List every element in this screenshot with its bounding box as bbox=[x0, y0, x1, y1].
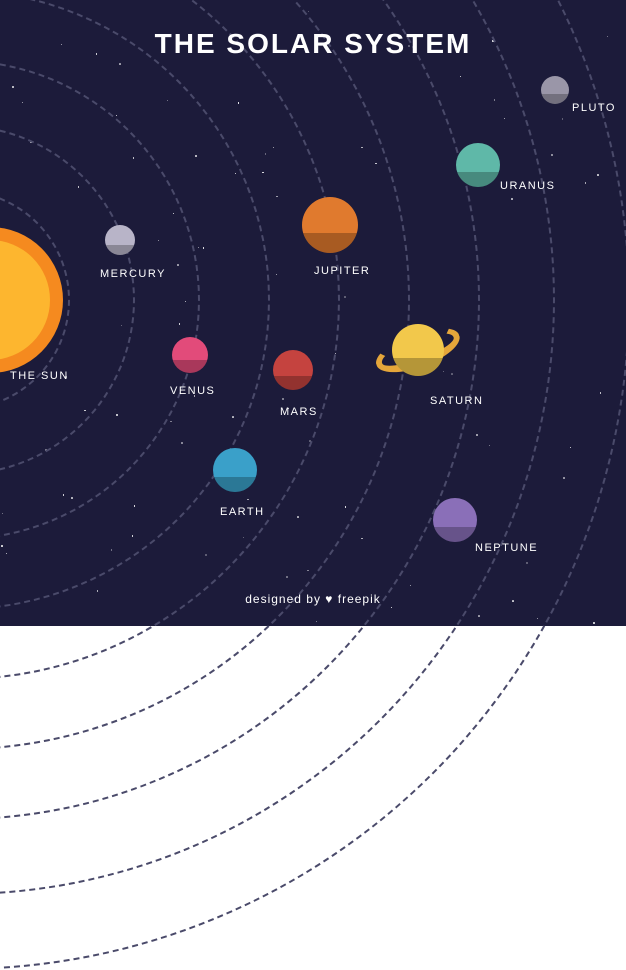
solar-system-canvas: THE SOLAR SYSTEM designed by ♥ freepik T… bbox=[0, 0, 626, 626]
planet-earth bbox=[213, 448, 257, 492]
planet-neptune bbox=[433, 498, 477, 542]
diagram-title: THE SOLAR SYSTEM bbox=[0, 28, 626, 60]
credit-line: designed by ♥ freepik bbox=[0, 592, 626, 606]
planet-mars bbox=[273, 350, 313, 390]
venus-label: VENUS bbox=[170, 385, 215, 397]
uranus-label: URANUS bbox=[500, 180, 555, 192]
saturn-label: SATURN bbox=[430, 395, 483, 407]
planet-jupiter bbox=[302, 197, 358, 253]
planet-uranus bbox=[456, 143, 500, 187]
planet-pluto bbox=[541, 76, 569, 104]
mars-label: MARS bbox=[280, 406, 318, 418]
neptune-label: NEPTUNE bbox=[475, 542, 538, 554]
planet-mercury bbox=[105, 225, 135, 255]
mercury-label: MERCURY bbox=[100, 268, 166, 280]
planet-saturn bbox=[392, 324, 444, 376]
jupiter-label: JUPITER bbox=[314, 265, 370, 277]
earth-label: EARTH bbox=[220, 506, 265, 518]
pluto-label: PLUTO bbox=[572, 102, 616, 114]
star bbox=[593, 622, 595, 624]
sun-label: THE SUN bbox=[10, 370, 69, 382]
planet-venus bbox=[172, 337, 208, 373]
orbit-9 bbox=[0, 0, 626, 970]
